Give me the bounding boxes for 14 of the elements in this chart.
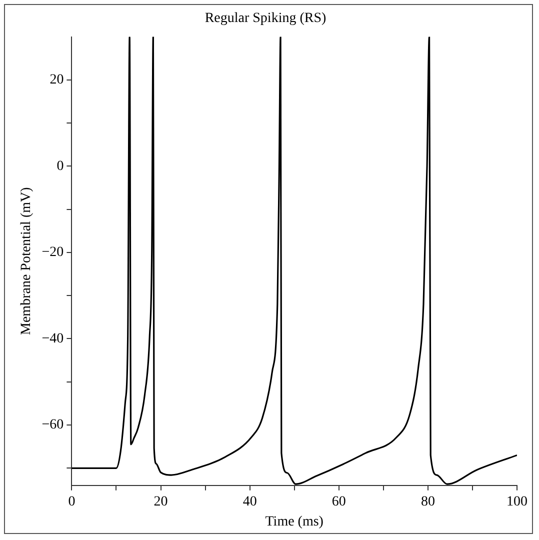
x-tick-label: 40 [242,494,257,510]
y-tick-label: −20 [42,245,64,260]
x-tick-label: 0 [68,494,76,510]
y-tick-label: 20 [50,72,64,88]
x-tick-label: 60 [332,494,346,510]
y-tick-label: −60 [42,418,64,433]
x-tick-label: 80 [420,494,435,510]
y-tick-label: 0 [56,158,64,174]
x-tick-label: 20 [154,494,168,510]
x-axis-title: Time (ms) [265,514,324,530]
x-tick-label: 100 [506,494,528,510]
chart-title: Regular Spiking (RS) [204,11,326,26]
y-tick-label: −40 [42,331,64,346]
y-axis-title: Membrane Potential (mV) [19,186,34,335]
